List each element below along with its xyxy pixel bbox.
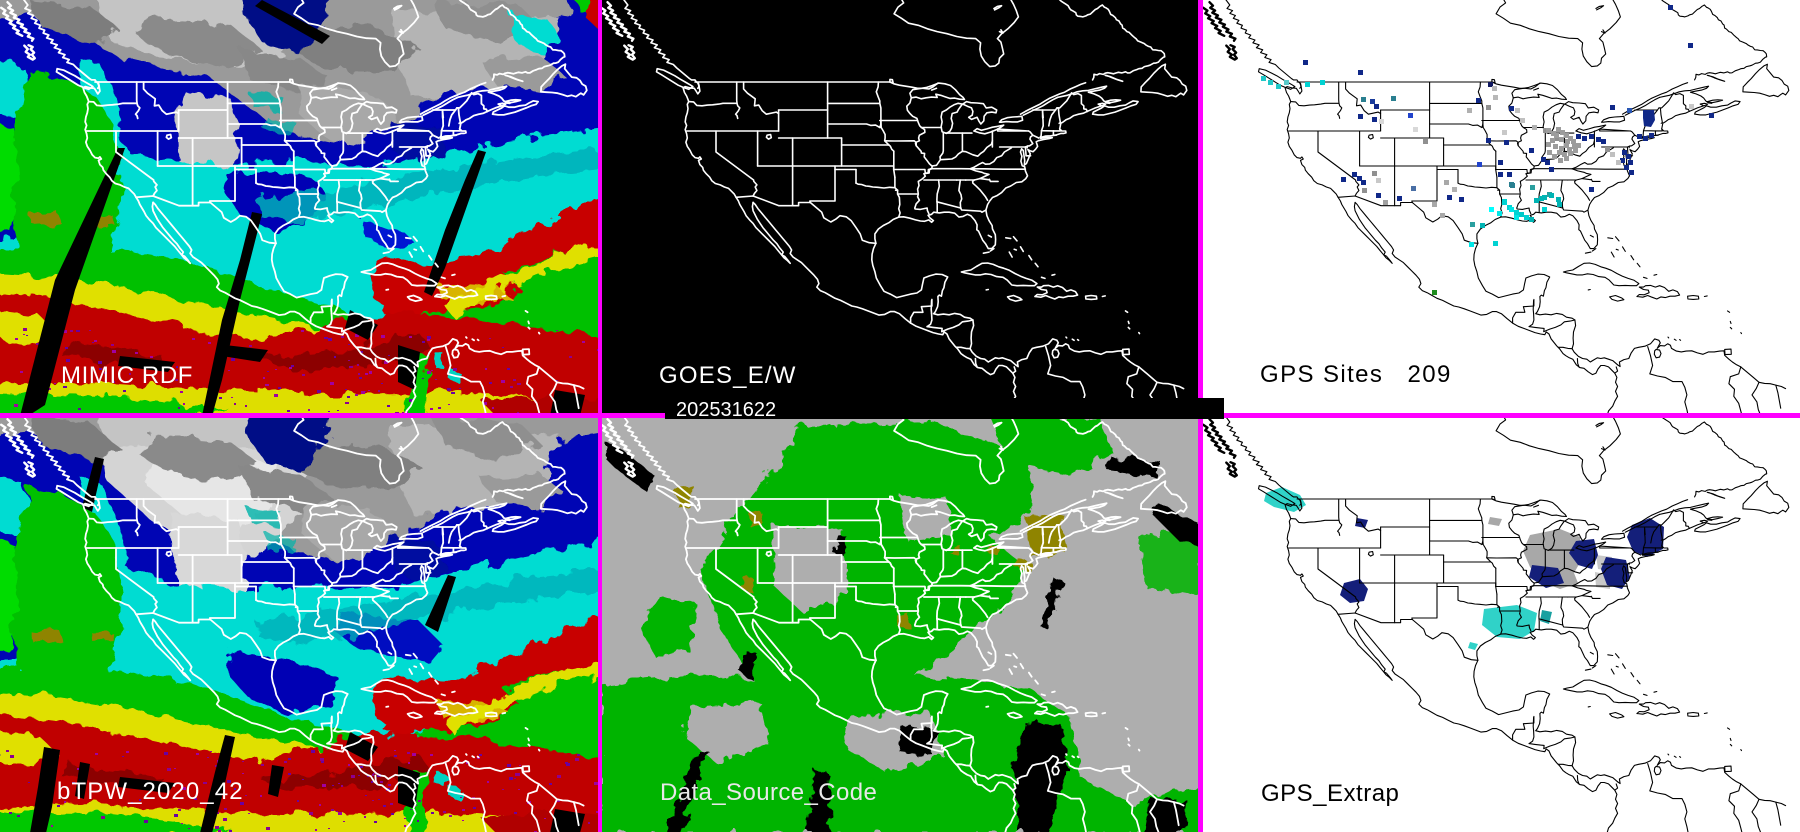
svg-text:Data_Source_Code: Data_Source_Code (660, 779, 877, 806)
svg-text:GPS Sites 209: GPS Sites 209 (1260, 361, 1452, 388)
svg-text:GPS_Extrap: GPS_Extrap (1261, 780, 1399, 807)
svg-text:MIMIC RDF: MIMIC RDF (61, 362, 193, 389)
svg-text:bTPW_2020_42: bTPW_2020_42 (57, 778, 244, 805)
svg-text:GOES_E/W: GOES_E/W (659, 362, 797, 389)
